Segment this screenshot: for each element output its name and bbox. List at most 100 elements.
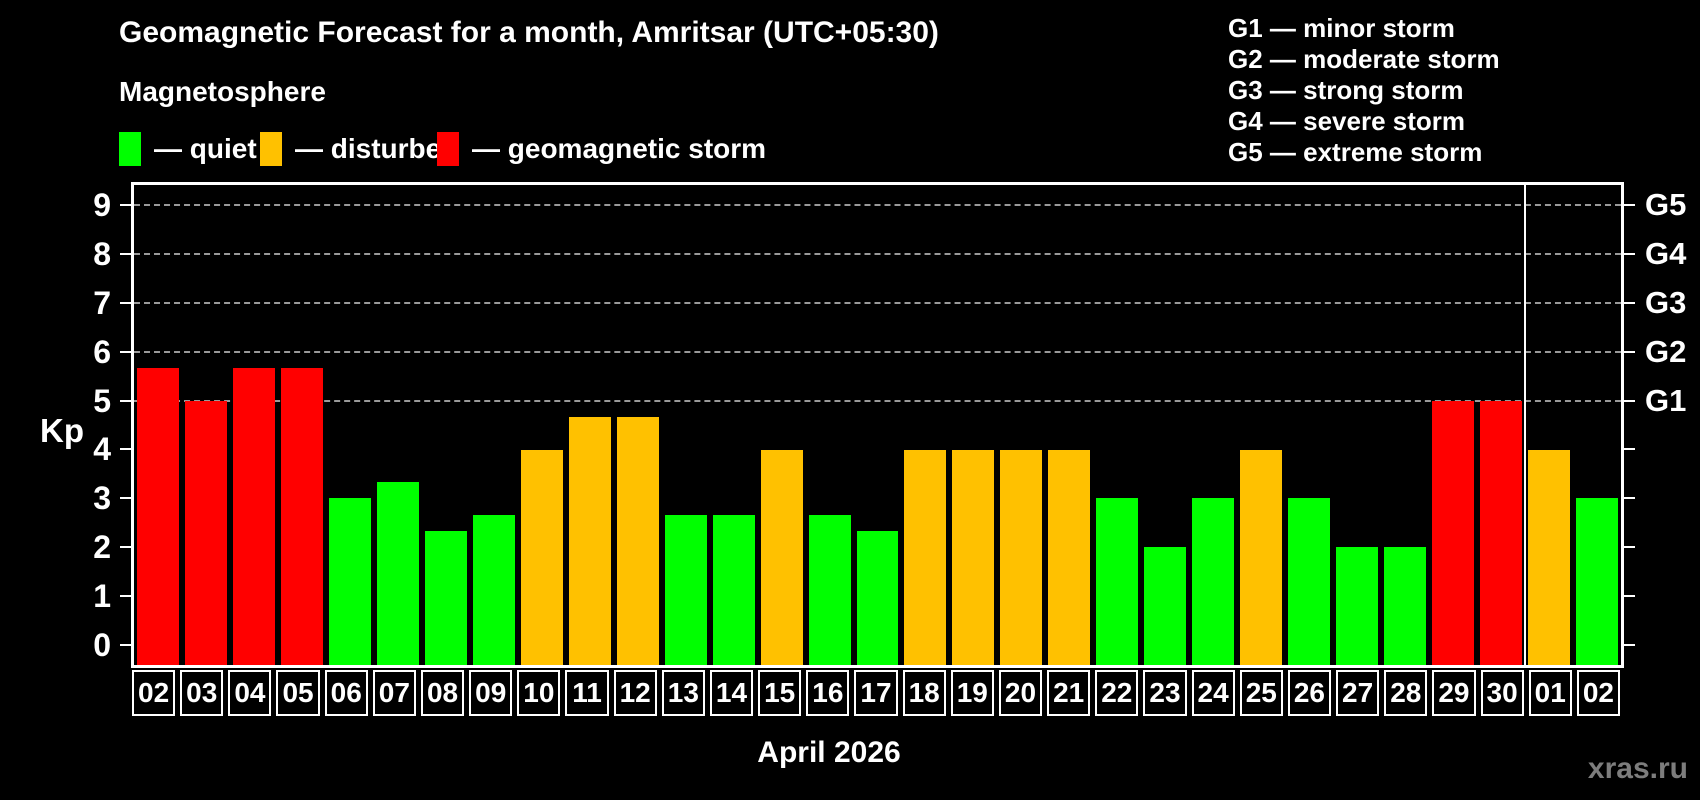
legend-item-disturbed: — disturbed (260, 131, 458, 167)
y-tick-right-9 (1624, 203, 1635, 206)
x-label-cell-18: 18 (902, 670, 946, 716)
bar-day-11 (568, 416, 611, 665)
bar-day-07 (376, 482, 419, 665)
bar-day-15 (760, 449, 803, 665)
x-label-cell-14: 14 (709, 670, 754, 716)
y-tick-label-5: 5 (93, 382, 111, 419)
g-legend-line-g5: G5 — extreme storm (1228, 137, 1483, 167)
bar-day-26 (1288, 498, 1331, 665)
storm-color-swatch (437, 132, 459, 166)
legend-item-storm: — geomagnetic storm (437, 131, 766, 167)
y-tick-right-8 (1624, 252, 1635, 255)
x-label-cell-26: 26 (1287, 670, 1332, 716)
y-tick-right-2 (1624, 546, 1635, 549)
bar-day-29 (1432, 400, 1475, 665)
x-label-cell-02: 02 (132, 670, 176, 716)
g-legend-line-g1: G1 — minor storm (1228, 13, 1455, 43)
y-tick-right-7 (1624, 301, 1635, 304)
chart-subtitle: Magnetosphere (119, 76, 326, 107)
bar-day-30 (1480, 400, 1523, 665)
y-tick-label-6: 6 (93, 333, 111, 370)
y-tick-right-6 (1624, 350, 1635, 353)
gridline-kp-7 (134, 301, 1621, 304)
bar-day-12 (616, 416, 659, 665)
y-tick-label-9: 9 (93, 186, 111, 223)
bar-day-24 (1192, 498, 1235, 665)
y-tick-label-1: 1 (93, 578, 111, 615)
bar-day-16 (808, 514, 851, 665)
legend-label-disturbed: — disturbed (295, 133, 459, 164)
x-label-cell-17: 17 (854, 670, 898, 716)
g-legend-line-g2: G2 — moderate storm (1228, 44, 1500, 74)
bar-day-23 (1144, 547, 1187, 665)
x-label-cell-10: 10 (517, 670, 561, 716)
legend-item-quiet: — quiet (119, 131, 257, 167)
bar-day-28 (1384, 547, 1427, 665)
legend-label-storm: — geomagnetic storm (472, 133, 767, 164)
bar-day-02 (137, 367, 179, 665)
y-tick-left-9 (120, 203, 131, 206)
y-tick-label-2: 2 (93, 529, 111, 566)
month-separator-line (1524, 185, 1527, 665)
x-label-cell-30: 30 (1480, 670, 1524, 716)
gridline-kp-6 (134, 350, 1621, 353)
g-axis-label-g4: G4 (1645, 235, 1687, 271)
y-tick-left-0 (120, 644, 131, 647)
y-tick-right-1 (1624, 595, 1635, 598)
bar-day-19 (952, 449, 995, 665)
x-label-cell-03: 03 (180, 670, 224, 716)
y-tick-label-4: 4 (93, 431, 111, 468)
bar-day-08 (424, 531, 467, 665)
y-tick-label-3: 3 (93, 480, 111, 517)
g-legend-line-g4: G4 — severe storm (1228, 106, 1466, 136)
y-tick-right-0 (1624, 644, 1635, 647)
g-axis-label-g2: G2 (1645, 333, 1687, 369)
x-label-cell-02: 02 (1576, 670, 1620, 716)
bar-day-05 (280, 367, 323, 665)
y-tick-left-5 (120, 399, 131, 402)
bar-day-01 (1528, 449, 1571, 665)
y-tick-left-3 (120, 497, 131, 500)
x-label-cell-06: 06 (324, 670, 368, 716)
x-label-cell-09: 09 (469, 670, 513, 716)
x-label-cell-23: 23 (1143, 670, 1187, 716)
bar-day-27 (1336, 547, 1379, 665)
x-label-cell-19: 19 (950, 670, 994, 716)
y-axis-title-kp: Kp (40, 412, 84, 449)
bar-day-21 (1048, 449, 1091, 665)
x-label-cell-22: 22 (1095, 670, 1139, 716)
g-legend-line-g3: G3 — strong storm (1228, 75, 1464, 105)
bar-day-03 (184, 400, 227, 665)
x-label-cell-29: 29 (1432, 670, 1476, 716)
x-label-cell-25: 25 (1239, 670, 1283, 716)
x-label-cell-27: 27 (1336, 670, 1380, 716)
bar-day-18 (904, 449, 947, 665)
y-tick-left-2 (120, 546, 131, 549)
bar-day-20 (1000, 449, 1043, 665)
x-label-cell-21: 21 (1047, 670, 1091, 716)
y-tick-left-8 (120, 252, 131, 255)
g-axis-label-g1: G1 (1645, 382, 1687, 418)
g-scale-legend: G1 — minor storm G2 — moderate storm G3 … (1228, 13, 1500, 168)
x-label-cell-05: 05 (276, 670, 320, 716)
x-label-cell-11: 11 (565, 670, 609, 716)
g-axis-label-g3: G3 (1645, 284, 1687, 320)
y-tick-left-1 (120, 595, 131, 598)
bar-day-06 (328, 498, 371, 665)
y-tick-left-7 (120, 301, 131, 304)
y-tick-label-0: 0 (93, 627, 111, 664)
x-label-cell-20: 20 (998, 670, 1043, 716)
y-tick-right-4 (1624, 448, 1635, 451)
bar-day-10 (520, 449, 563, 665)
y-tick-label-8: 8 (93, 235, 111, 272)
bar-day-09 (472, 514, 515, 665)
bar-day-17 (856, 531, 899, 665)
y-tick-left-4 (120, 448, 131, 451)
plot-area (131, 182, 1624, 668)
x-label-cell-13: 13 (661, 670, 705, 716)
chart-title: Geomagnetic Forecast for a month, Amrits… (119, 16, 939, 49)
x-label-cell-24: 24 (1191, 670, 1235, 716)
x-label-cell-04: 04 (228, 670, 272, 716)
bar-day-04 (232, 367, 275, 665)
quiet-color-swatch (119, 132, 141, 166)
